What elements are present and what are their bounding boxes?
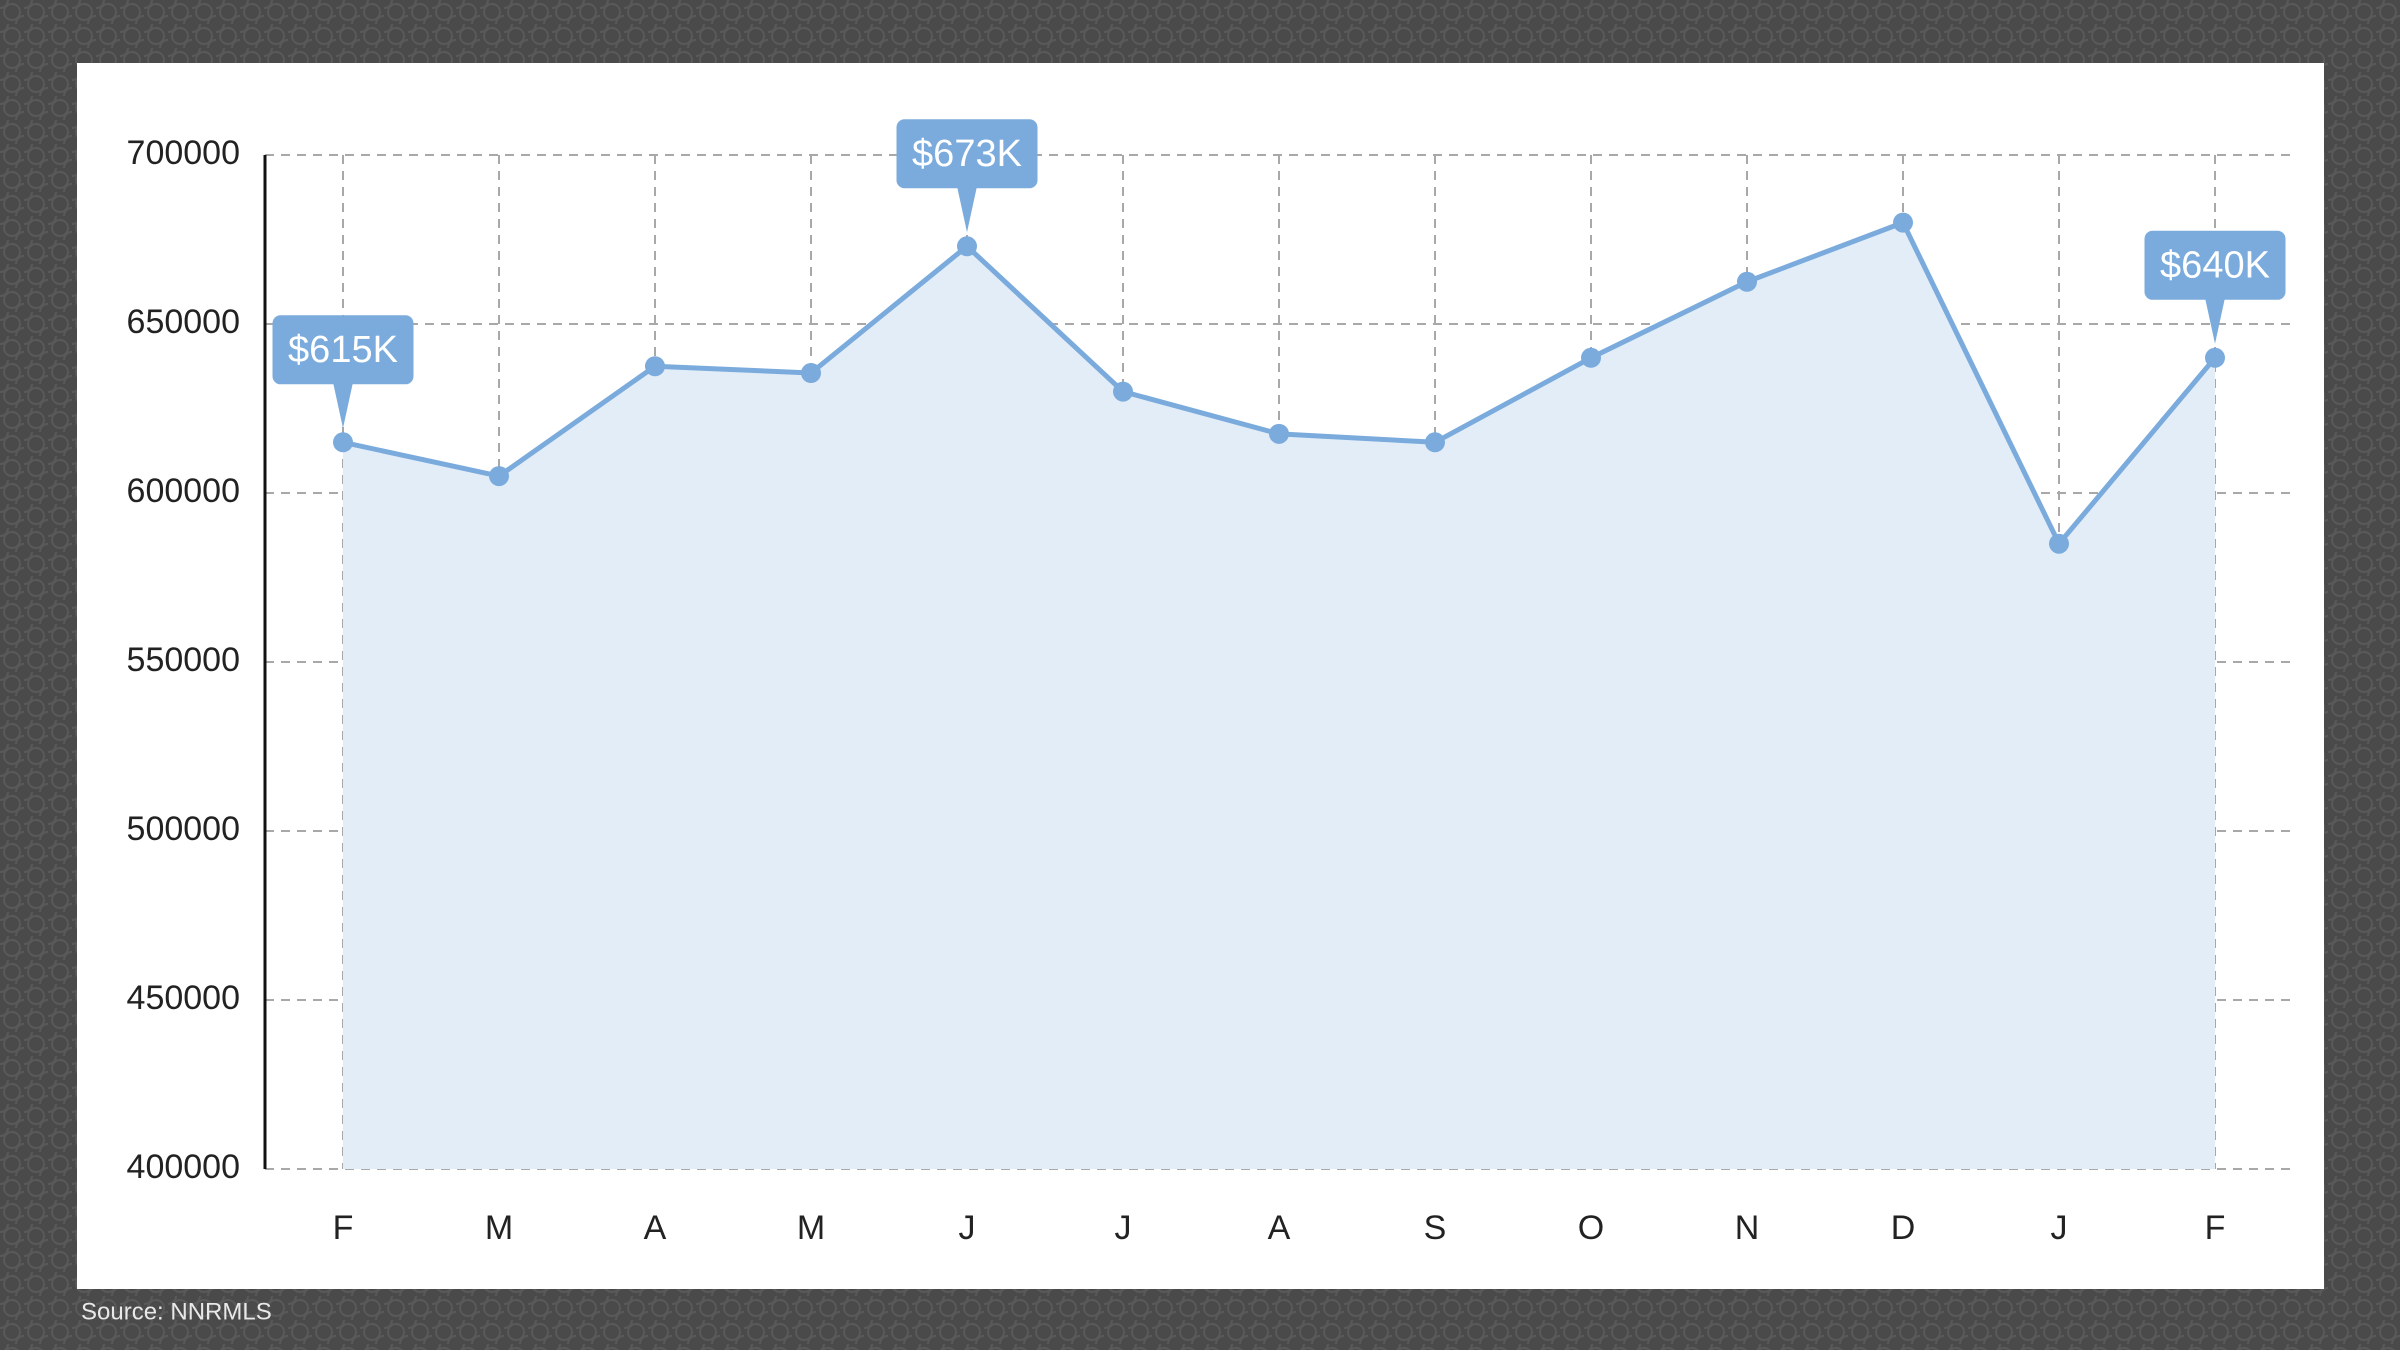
x-tick-label: S: [1424, 1209, 1447, 1247]
point: [1113, 381, 1133, 402]
point: [489, 466, 509, 487]
data-label: $640K: [2160, 244, 2270, 286]
data-label: $615K: [288, 329, 398, 371]
x-tick-label: F: [333, 1209, 354, 1247]
x-tick-label: A: [1268, 1209, 1291, 1247]
area: [343, 222, 2215, 1170]
y-tick-label: 700000: [127, 134, 240, 172]
x-tick-label: M: [797, 1209, 825, 1247]
point: [2049, 533, 2069, 554]
x-tick-label: M: [485, 1209, 513, 1247]
point: [333, 432, 353, 453]
x-tick-label: J: [1115, 1209, 1132, 1247]
y-tick-label: 400000: [127, 1148, 240, 1186]
y-tick-label: 550000: [127, 641, 240, 679]
x-tick-label: F: [2205, 1209, 2226, 1247]
x-tick-label: O: [1578, 1209, 1604, 1247]
point: [1893, 212, 1913, 233]
y-tick-label: 450000: [127, 979, 240, 1017]
y-tick-label: 650000: [127, 303, 240, 341]
callout-pointer: [2205, 297, 2225, 344]
callout-pointer: [333, 382, 353, 429]
point: [1581, 347, 1601, 368]
point: [2205, 347, 2225, 368]
data-label: $673K: [912, 133, 1022, 175]
x-tick-label: J: [959, 1209, 976, 1247]
x-tick-label: D: [1891, 1209, 1916, 1247]
callout-box: [896, 119, 1038, 189]
x-tick-label: A: [644, 1209, 667, 1247]
x-tick-label: N: [1735, 1209, 1760, 1247]
callout-box: [2144, 230, 2286, 300]
y-tick-label: 600000: [127, 472, 240, 510]
point: [1425, 432, 1445, 453]
x-tick-label: J: [2051, 1209, 2068, 1247]
y-tick-label: 500000: [127, 810, 240, 848]
callout-box: [272, 315, 414, 385]
point: [645, 356, 665, 377]
point: [1269, 423, 1289, 444]
point: [957, 236, 977, 257]
callout-pointer: [957, 186, 977, 233]
point: [1737, 271, 1757, 292]
point: [801, 363, 821, 384]
source-note: Source: NNRMLS: [81, 1298, 272, 1325]
